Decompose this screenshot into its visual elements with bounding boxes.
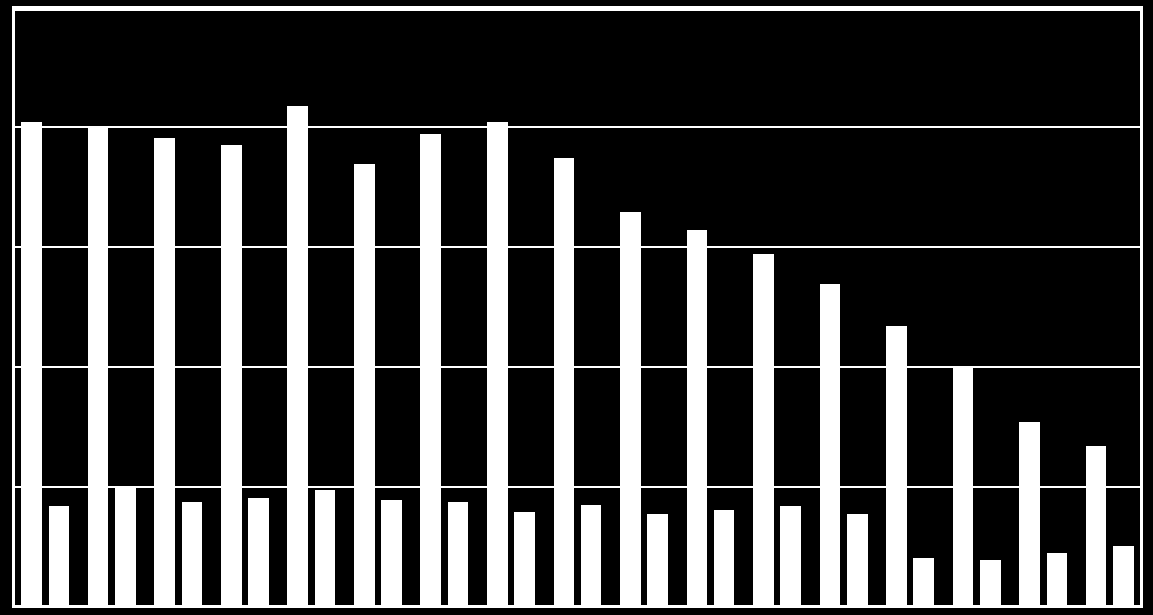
bar-series-a	[21, 122, 42, 608]
bar-group	[677, 8, 744, 608]
bar-series-b	[448, 502, 469, 608]
bar-group	[877, 8, 944, 608]
bar-series-b	[913, 558, 934, 608]
bar-series-a	[1086, 446, 1107, 608]
bar-group	[79, 8, 146, 608]
bar-group	[1076, 8, 1143, 608]
bar-series-b	[780, 506, 801, 608]
bar-series-a	[221, 145, 242, 608]
bar-series-a	[620, 212, 641, 608]
bar-series-a	[287, 106, 308, 608]
bar-series-a	[820, 284, 841, 608]
bar-group	[212, 8, 279, 608]
bar-series-b	[980, 560, 1001, 608]
bar-series-b	[315, 490, 336, 608]
bar-series-b	[714, 510, 735, 608]
bar-series-a	[1019, 422, 1040, 608]
bar-group	[943, 8, 1010, 608]
bar-series-b	[49, 506, 70, 608]
bar-group	[611, 8, 678, 608]
bar-group	[145, 8, 212, 608]
bar-series-b	[514, 512, 535, 608]
bar-series-a	[886, 326, 907, 608]
bar-group	[810, 8, 877, 608]
bar-group	[278, 8, 345, 608]
bar-series-b	[1113, 546, 1134, 608]
bar-group	[345, 8, 412, 608]
bar-group	[478, 8, 545, 608]
bar-series-b	[381, 500, 402, 608]
bar-series-b	[1047, 553, 1068, 608]
bar-series-a	[154, 138, 175, 608]
bar-chart	[0, 0, 1153, 615]
bar-series-a	[753, 254, 774, 608]
bar-series-b	[115, 488, 136, 608]
bar-group	[12, 8, 79, 608]
bar-series-a	[88, 126, 109, 608]
bar-series-b	[847, 514, 868, 608]
bar-series-a	[487, 122, 508, 608]
bar-series-a	[554, 158, 575, 608]
plot-area	[12, 8, 1143, 608]
bar-group	[1010, 8, 1077, 608]
bar-series-b	[581, 505, 602, 608]
bar-series-b	[248, 498, 269, 608]
bar-series-a	[687, 230, 708, 608]
bar-series-b	[647, 514, 668, 608]
bar-series-a	[953, 368, 974, 608]
bar-group	[744, 8, 811, 608]
bar-series-a	[354, 164, 375, 608]
bar-group	[411, 8, 478, 608]
bar-group	[544, 8, 611, 608]
bar-series-b	[182, 502, 203, 608]
bar-series-a	[420, 134, 441, 608]
